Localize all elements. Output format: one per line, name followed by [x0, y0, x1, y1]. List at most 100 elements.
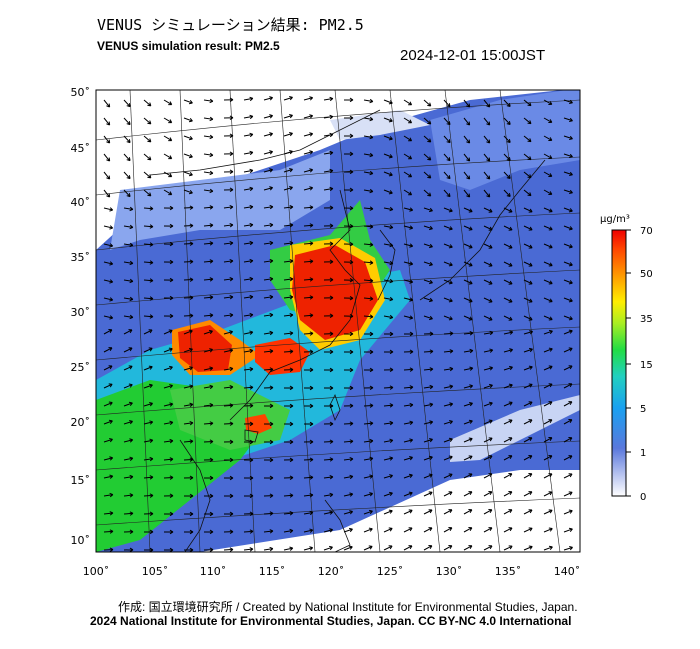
red-hotspot-mid: [255, 338, 310, 375]
wind-arrow: [243, 547, 254, 552]
wind-arrow: [103, 347, 113, 353]
wind-arrow: [323, 349, 334, 355]
wind-arrow: [363, 278, 374, 283]
wind-arrow: [243, 330, 254, 335]
lat-line-40: [96, 156, 580, 196]
wind-arrow: [423, 473, 433, 479]
wind-arrow: [103, 529, 114, 534]
wind-arrow: [103, 456, 114, 461]
wind-arrow: [223, 330, 234, 335]
wind-arrow: [243, 276, 254, 282]
wind-arrow: [283, 528, 294, 534]
wind-arrow: [443, 437, 453, 443]
wind-arrow: [203, 348, 214, 353]
wind-arrow: [443, 545, 453, 551]
wind-arrow: [283, 241, 294, 246]
wind-arrow: [263, 493, 274, 498]
wind-arrow: [303, 168, 314, 173]
wind-arrow: [543, 135, 553, 142]
lat-line-10: [96, 497, 580, 526]
wind-arrow: [203, 259, 214, 264]
wind-arrow: [163, 402, 174, 407]
wind-arrow: [523, 509, 533, 515]
wind-arrow: [503, 419, 513, 425]
wind-arrow: [143, 383, 153, 389]
wind-arrow: [223, 403, 234, 408]
wind-arrow: [263, 367, 274, 372]
wind-arrow: [463, 491, 473, 497]
coast-china: [229, 189, 361, 421]
wind-arrow: [443, 171, 451, 180]
wind-arrow: [543, 99, 553, 106]
wind-arrow: [563, 279, 573, 285]
wind-arrow: [503, 491, 513, 497]
wind-arrow: [383, 206, 394, 212]
wind-arrow: [403, 527, 413, 533]
wind-arrow: [103, 99, 111, 108]
wind-arrow: [283, 349, 294, 354]
wind-arrow: [223, 97, 234, 103]
wind-arrow: [283, 150, 293, 155]
wind-arrow: [383, 260, 394, 266]
wind-arrow: [263, 546, 274, 552]
wind-arrow: [343, 277, 354, 283]
wind-arrow: [123, 420, 133, 425]
wind-arrow: [303, 349, 314, 354]
wind-arrow: [123, 171, 131, 180]
wind-arrow: [123, 135, 131, 144]
wind-arrow: [303, 241, 314, 246]
wind-arrow: [163, 365, 173, 371]
wind-arrow: [203, 241, 214, 246]
wind-arrow: [563, 491, 573, 497]
wind-arrow: [123, 438, 134, 443]
wind-arrow: [483, 171, 491, 180]
lat-label: 35˚: [71, 251, 91, 264]
wind-arrow: [263, 529, 274, 534]
wind-arrow: [503, 365, 513, 371]
wind-arrow: [443, 366, 454, 372]
wind-arrow: [303, 403, 314, 409]
wind-arrow: [163, 529, 174, 535]
wind-arrow: [343, 295, 354, 301]
wind-arrow: [243, 186, 254, 192]
wind-arrow: [163, 438, 174, 444]
wind-arrow: [543, 225, 553, 231]
wind-arrow: [483, 527, 493, 533]
wind-arrow: [363, 188, 374, 194]
wind-arrow: [283, 331, 294, 336]
wind-arrow: [543, 171, 553, 178]
wind-arrow: [523, 261, 533, 267]
wind-arrow: [463, 455, 473, 461]
wind-arrow: [403, 225, 414, 230]
legend-tick: 1: [640, 448, 646, 459]
wind-arrow: [423, 189, 432, 197]
wind-arrow: [203, 529, 214, 535]
lat-line-15: [96, 440, 580, 471]
wind-arrow: [183, 457, 194, 462]
wind-arrow: [483, 348, 494, 353]
lon-label: 105˚: [142, 565, 169, 578]
wind-arrow: [303, 331, 314, 336]
wind-arrow: [403, 420, 414, 425]
wind-arrow: [203, 295, 214, 300]
wind-arrow: [283, 457, 294, 463]
lon-label: 120˚: [318, 565, 345, 578]
wind-arrow: [563, 297, 573, 303]
wind-arrow: [103, 401, 113, 407]
wind-arrow: [363, 206, 374, 211]
wind-arrow: [383, 438, 394, 444]
wind-arrow: [343, 223, 354, 229]
wind-arrow: [183, 277, 194, 282]
wind-arrow: [263, 150, 274, 155]
wind-arrow: [403, 491, 413, 497]
wind-arrow: [203, 547, 214, 552]
wind-arrow: [123, 474, 134, 480]
wind-arrow: [243, 312, 254, 318]
wind-arrow: [223, 133, 234, 139]
wind-arrow: [423, 279, 433, 285]
wind-arrow: [543, 347, 553, 353]
wind-arrow: [163, 295, 174, 301]
wind-arrow: [203, 134, 214, 140]
wind-arrow: [423, 261, 433, 267]
wind-arrow: [263, 457, 274, 463]
